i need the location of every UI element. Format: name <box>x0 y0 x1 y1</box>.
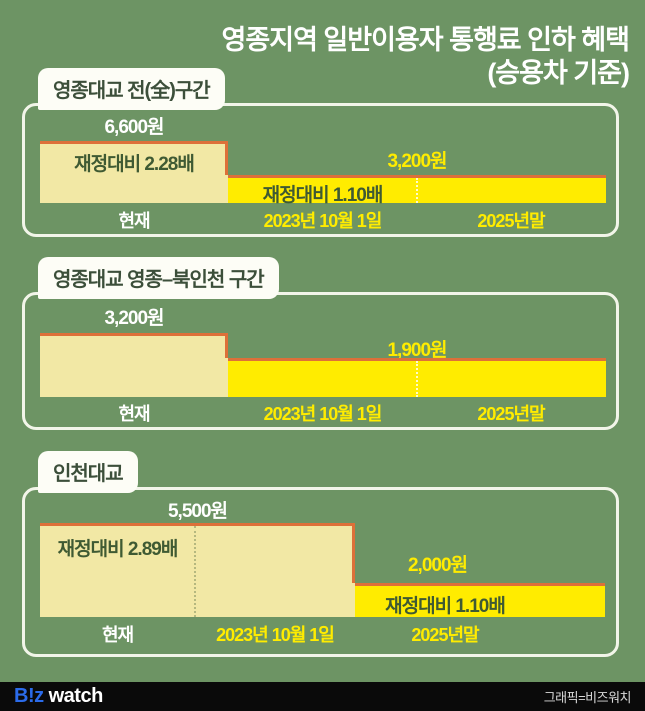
section3-xlabel-2025: 2025년말 <box>411 625 479 645</box>
section2-step-edge <box>225 333 228 358</box>
section3-bar-current: 재정대비 2.89배 <box>40 523 355 617</box>
section1-bar-reduced-note: 재정대비 1.10배 <box>262 185 384 206</box>
section1-chart-panel: 6,600원 재정대비 2.28배 3,200원 재정대비 1.10배 현재 2… <box>22 103 619 237</box>
section1-price-current: 6,600원 <box>104 117 164 138</box>
section2-xlabel-now: 현재 <box>118 404 150 424</box>
section1-column-divider <box>416 178 418 203</box>
section2-xlabel-2025: 2025년말 <box>477 404 545 424</box>
page-title-line2: (승용차 기준) <box>487 58 630 88</box>
section2-chart-panel: 3,200원 1,900원 현재 2023년 10월 1일 2025년말 <box>22 292 619 430</box>
bizwatch-logo-biz: B!z <box>14 685 44 707</box>
section1-xlabel-2025: 2025년말 <box>477 211 545 231</box>
section3-xlabel-now: 현재 <box>101 625 134 645</box>
section1-bar-current: 재정대비 2.28배 <box>40 141 228 203</box>
page-title: 영종지역 일반이용자 통행료 인하 혜택 (승용차 기준) <box>221 24 630 90</box>
section2-label-tab: 영종대교 영종–북인천 구간 <box>38 257 279 299</box>
section3-bar-reduced-note: 재정대비 1.10배 <box>385 596 506 617</box>
section3-column-divider <box>194 526 196 617</box>
section1-xlabel-now: 현재 <box>118 211 150 231</box>
section1-step-edge <box>225 141 228 175</box>
section3-bar-current-note: 재정대비 2.89배 <box>57 539 179 560</box>
section3-bar-reduced: 재정대비 1.10배 <box>355 583 605 617</box>
section1-price-reduced: 3,200원 <box>387 151 447 172</box>
section3-label: 인천대교 <box>53 463 124 485</box>
section2-xlabel-2023: 2023년 10월 1일 <box>263 404 383 424</box>
section3-xlabel-2023: 2023년 10월 1일 <box>216 625 335 645</box>
section1-label-tab: 영종대교 전(全)구간 <box>38 68 225 110</box>
bizwatch-logo: B!z watch <box>14 685 103 708</box>
footer-bar: B!z watch 그래픽=비즈워치 <box>0 682 645 711</box>
section2-label: 영종대교 영종–북인천 구간 <box>53 269 265 291</box>
section2-column-divider <box>416 361 418 397</box>
section1-xlabel-2023: 2023년 10월 1일 <box>263 211 383 231</box>
section3-step-edge <box>352 523 355 583</box>
section2-bar-current <box>40 333 228 397</box>
graphic-credit: 그래픽=비즈워치 <box>543 690 632 705</box>
section3-price-current: 5,500원 <box>167 501 228 522</box>
section2-price-current: 3,200원 <box>104 308 164 329</box>
section2-price-reduced: 1,900원 <box>387 340 447 361</box>
section1-bar-current-note: 재정대비 2.28배 <box>74 154 195 175</box>
page-title-line1: 영종지역 일반이용자 통행료 인하 혜택 <box>221 25 630 55</box>
section1-label: 영종대교 전(全)구간 <box>53 80 211 102</box>
section3-price-reduced: 2,000원 <box>407 555 468 576</box>
section2-bar-reduced <box>228 358 606 397</box>
section3-chart-panel: 5,500원 재정대비 2.89배 2,000원 재정대비 1.10배 현재 2… <box>22 487 619 657</box>
section1-bar-reduced: 재정대비 1.10배 <box>228 175 606 206</box>
bizwatch-logo-watch: watch <box>48 685 104 707</box>
section3-label-tab: 인천대교 <box>38 451 138 493</box>
